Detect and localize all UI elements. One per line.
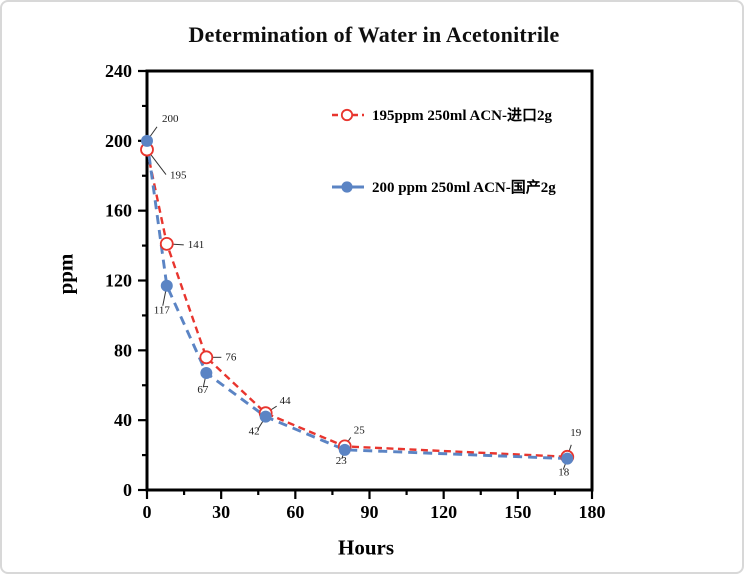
series-line-1 [145, 140, 568, 461]
legend-label-domestic: 200 ppm 250ml ACN-国产2g [372, 180, 556, 196]
x-axis-tick-label: 0 [143, 502, 152, 522]
point-label: 18 [558, 467, 570, 479]
x-axis-tick-label: 180 [579, 502, 606, 522]
point-label: 19 [570, 427, 582, 439]
y-axis-tick-label: 120 [105, 271, 132, 291]
data-point-filled-circle [259, 410, 272, 423]
point-leader-line [202, 377, 206, 388]
legend-label-imported: 195ppm 250ml ACN-进口2g [372, 108, 553, 124]
point-label: 42 [249, 426, 260, 438]
point-label: 25 [354, 424, 366, 436]
y-axis-tick-label: 200 [105, 131, 132, 151]
point-label: 67 [197, 384, 209, 396]
point-label: 44 [280, 395, 292, 407]
chart-legend: 195ppm 250ml ACN-进口2g 200 ppm 250ml ACN-… [331, 104, 556, 197]
data-point-filled-circle [160, 279, 173, 292]
point-label: 76 [225, 351, 237, 363]
x-axis-tick-label: 60 [286, 502, 304, 522]
x-axis-tick-label: 150 [504, 502, 531, 522]
y-axis-tick-label: 40 [114, 410, 132, 430]
data-point-filled-circle [141, 134, 153, 147]
point-label: 195 [170, 170, 187, 182]
series-line-0 [145, 149, 568, 458]
data-point-filled-circle [338, 443, 351, 456]
point-leader-line [162, 290, 167, 306]
point-leader-line [171, 243, 184, 246]
y-axis-tick-label: 160 [105, 201, 132, 221]
legend-item-imported: 195ppm 250ml ACN-进口2g [331, 104, 556, 125]
point-leader-line [257, 420, 264, 430]
x-axis-label: Hours [337, 535, 395, 560]
data-point-filled-circle [200, 367, 213, 380]
y-axis-tick-label: 240 [105, 61, 132, 81]
chart-title: Determination of Water in Acetonitrile [188, 22, 560, 47]
data-point-filled-circle [561, 452, 574, 465]
point-leader-line [149, 126, 158, 138]
point-label: 200 [162, 113, 179, 125]
y-axis-tick-label: 0 [123, 480, 132, 500]
point-leader-line [149, 153, 167, 175]
data-point-open-circle [159, 236, 174, 251]
y-axis-label: ppm [53, 253, 78, 295]
point-label: 117 [154, 305, 171, 317]
x-axis-tick-label: 120 [430, 502, 457, 522]
x-axis-tick-label: 90 [361, 502, 379, 522]
legend-marker-open-circle-icon [332, 108, 364, 121]
data-point-open-circle [199, 350, 214, 365]
y-axis-tick-label: 80 [114, 340, 132, 360]
x-axis-tick-label: 30 [212, 502, 230, 522]
point-label: 141 [188, 239, 205, 251]
legend-item-domestic: 200 ppm 250ml ACN-国产2g [331, 176, 556, 197]
legend-marker-filled-circle-icon [332, 180, 364, 193]
point-leader-line [562, 463, 567, 470]
point-label: 23 [336, 455, 348, 467]
